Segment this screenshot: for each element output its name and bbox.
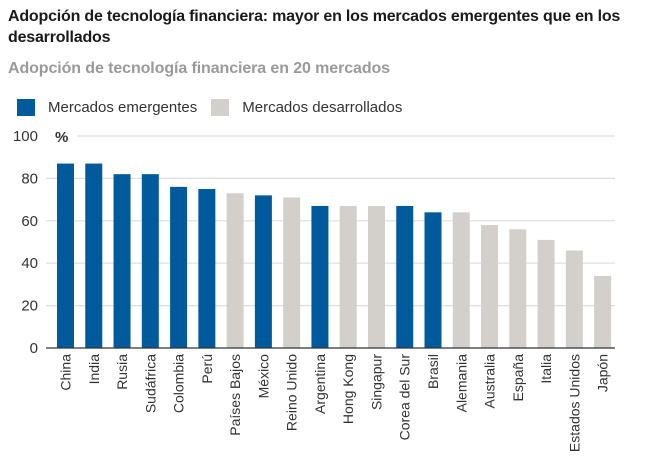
x-tick-label: Perú (199, 354, 215, 384)
legend-label-developed: Mercados desarrollados (242, 98, 403, 116)
bar-sudafrica (141, 174, 159, 348)
bar-singapur (367, 205, 385, 348)
legend-item-emerging: Mercados emergentes (17, 98, 198, 116)
x-tick-label: Corea del Sur (397, 354, 413, 441)
y-tick-label: 80 (21, 170, 38, 187)
y-tick-label: 40 (21, 255, 38, 272)
y-tick-label: 20 (21, 298, 38, 315)
bar-corea-del-sur (396, 205, 414, 348)
bar-china (57, 163, 74, 348)
legend-label-emerging: Mercados emergentes (48, 98, 198, 116)
x-axis-labels: China India Rusia Sudáfrica Colombia Perú País… (58, 354, 611, 452)
bar-india (85, 163, 103, 348)
bar-peru (198, 189, 216, 348)
bars (57, 163, 612, 348)
chart-subtitle: Adopción de tecnología financiera en 20 … (8, 60, 390, 77)
bar-italia (537, 239, 555, 348)
bar-japon (594, 275, 612, 348)
x-tick-label: Japón (595, 354, 611, 392)
x-tick-label: India (86, 354, 102, 385)
legend-swatch-emerging (17, 98, 35, 116)
x-tick-label: Estados Unidos (566, 354, 582, 452)
bar-mexico (254, 195, 272, 348)
x-tick-label: México (255, 354, 271, 399)
x-tick-label: Países Bajos (227, 354, 243, 436)
x-tick-label: Colombia (171, 354, 187, 413)
x-tick-label: Reino Unido (284, 354, 300, 431)
bar-brasil (424, 212, 442, 348)
x-tick-label: Brasil (425, 354, 441, 389)
x-tick-label: Alemania (453, 354, 469, 413)
bar-reino-unido (283, 197, 301, 348)
x-tick-label: Hong Kong (340, 354, 356, 424)
chart-title: Adopción de tecnología financiera: mayor… (8, 8, 621, 46)
x-tick-label: Italia (538, 354, 554, 384)
bar-alemania (452, 212, 470, 348)
bar-colombia (170, 186, 188, 348)
bar-argentina (311, 205, 329, 348)
bar-espana (509, 229, 527, 348)
y-axis-unit-label: % (55, 129, 68, 146)
legend: Mercados emergentes Mercados desarrollad… (17, 97, 416, 117)
gridlines (46, 135, 615, 307)
x-tick-label: Singapur (368, 354, 384, 410)
x-tick-label: Argentina (312, 354, 328, 414)
bar-paises-bajos (226, 193, 244, 348)
x-tick-label: Sudáfrica (142, 354, 158, 413)
legend-swatch-developed (211, 98, 230, 116)
bar-estados-unidos (565, 250, 583, 348)
x-tick-label: España (510, 354, 526, 402)
y-tick-label: 60 (21, 213, 38, 230)
x-tick-label: Rusia (114, 354, 130, 390)
x-tick-label: China (58, 354, 74, 391)
bar-hong-kong (339, 205, 357, 348)
y-tick-label: 100 (13, 128, 38, 145)
bar-australia (481, 225, 499, 348)
x-tick-label: Australia (482, 354, 498, 409)
bar-rusia (113, 174, 131, 348)
y-tick-label: 0 (30, 340, 38, 357)
y-axis-ticks: 0 20 40 60 80 100 (13, 128, 38, 357)
legend-item-developed: Mercados desarrollados (211, 98, 403, 116)
